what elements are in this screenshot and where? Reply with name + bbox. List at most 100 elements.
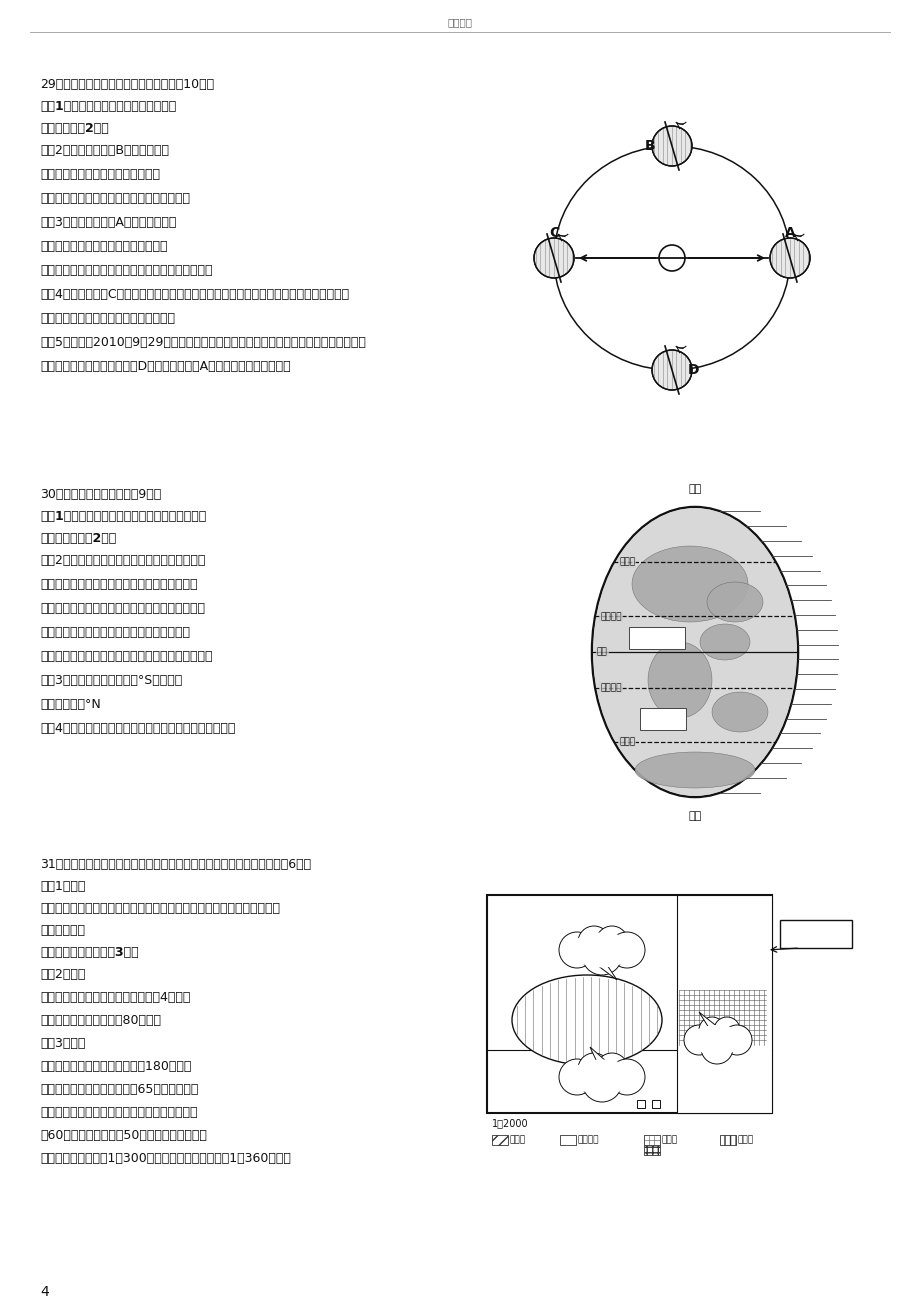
Text: 学生公寓: 学生公寓 bbox=[802, 930, 828, 939]
Text: 4: 4 bbox=[40, 1285, 49, 1299]
Circle shape bbox=[769, 238, 809, 279]
Text: B: B bbox=[644, 139, 654, 154]
Text: A: A bbox=[784, 227, 795, 240]
Bar bbox=[652, 1100, 659, 1108]
Text: 则两楼的实地距离应为＿80＿米。: 则两楼的实地距离应为＿80＿米。 bbox=[40, 1014, 161, 1027]
Text: 地球表面划分为五个带，五带中，地面获得太阳: 地球表面划分为五个带，五带中，地面获得太阳 bbox=[40, 578, 198, 591]
Circle shape bbox=[721, 1025, 751, 1055]
Text: （3）南回归线的纬度是＿°S；北极圈: （3）南回归线的纬度是＿°S；北极圈 bbox=[40, 674, 182, 687]
Text: 教学楼: 教学楼 bbox=[593, 1072, 610, 1082]
Bar bbox=[779, 921, 851, 948]
Text: （2）计算: （2）计算 bbox=[40, 967, 85, 980]
Bar bbox=[486, 894, 771, 1113]
Circle shape bbox=[596, 926, 628, 958]
Polygon shape bbox=[589, 1047, 607, 1062]
Text: 1：2000: 1：2000 bbox=[492, 1118, 528, 1128]
Circle shape bbox=[608, 1059, 644, 1095]
Text: 31．请你参加某中学地理兴趣小组开展的校园规划活动，完成下列要求（6分）: 31．请你参加某中学地理兴趣小组开展的校园规划活动，完成下列要求（6分） bbox=[40, 858, 311, 871]
Text: 将平面图绘制完整。（3分）: 将平面图绘制完整。（3分） bbox=[40, 947, 139, 960]
Bar bbox=[492, 1135, 507, 1144]
Polygon shape bbox=[698, 1012, 719, 1029]
Text: 赤道: 赤道 bbox=[596, 647, 607, 656]
Circle shape bbox=[582, 935, 621, 975]
Text: ＿＿温带＿＿＿，有极昼和极夜的是＿＿寒带＿＿。: ＿＿温带＿＿＿，有极昼和极夜的是＿＿寒带＿＿。 bbox=[40, 650, 212, 663]
Text: 北极圈: 北极圈 bbox=[618, 557, 635, 566]
Text: （3）当地球公转到A位置时，南极圈: （3）当地球公转到A位置时，南极圈 bbox=[40, 216, 176, 229]
Circle shape bbox=[683, 1025, 713, 1055]
Text: 北极: 北极 bbox=[687, 484, 701, 493]
Text: 南极圈: 南极圈 bbox=[618, 737, 635, 746]
Text: 如图所示，教学楼位于运动场南北两侧，学生公寓位于科技楼的北面。: 如图所示，教学楼位于运动场南北两侧，学生公寓位于科技楼的北面。 bbox=[40, 902, 279, 915]
Polygon shape bbox=[596, 965, 617, 980]
Text: 已知校园计划扩建到长宽各为180米的规: 已知校园计划扩建到长宽各为180米的规 bbox=[40, 1060, 191, 1073]
Bar bbox=[643, 1135, 659, 1144]
Circle shape bbox=[582, 1062, 621, 1101]
Text: 运动场: 运动场 bbox=[576, 1016, 596, 1025]
Circle shape bbox=[596, 1053, 628, 1085]
Circle shape bbox=[652, 126, 691, 165]
Text: 直射在＿赤道＿＿上，这一天全球各: 直射在＿赤道＿＿上，这一天全球各 bbox=[40, 168, 160, 181]
Ellipse shape bbox=[699, 624, 749, 660]
Text: 南回归线: 南回归线 bbox=[599, 684, 621, 693]
Bar bbox=[628, 626, 684, 648]
Text: 29．读地球公转示意图，回答下列问题（10分）: 29．读地球公转示意图，回答下列问题（10分） bbox=[40, 78, 214, 91]
Text: 画一张校园规划图，规定所画图的长宽最大不超: 画一张校园规划图，规定所画图的长宽最大不超 bbox=[40, 1105, 198, 1118]
Ellipse shape bbox=[631, 546, 747, 622]
Text: 热量最多的是＿＿热带＿＿，没有太阳直射，也没: 热量最多的是＿＿热带＿＿，没有太阳直射，也没 bbox=[40, 602, 205, 615]
Text: 北回归线: 北回归线 bbox=[599, 612, 621, 621]
Bar bbox=[636, 1100, 644, 1108]
Text: 例尺最大不得超过＿1：300＿＿，最小不得小于＿＿1：360＿＿。: 例尺最大不得超过＿1：300＿＿，最小不得小于＿＿1：360＿＿。 bbox=[40, 1152, 290, 1165]
Text: 南极: 南极 bbox=[687, 811, 701, 822]
Bar bbox=[720, 1135, 735, 1144]
Ellipse shape bbox=[569, 932, 634, 967]
Circle shape bbox=[700, 1032, 732, 1064]
Text: 百度文库: 百度文库 bbox=[447, 17, 472, 27]
Ellipse shape bbox=[706, 582, 762, 622]
Text: 校门: 校门 bbox=[643, 1087, 653, 1096]
Text: （1）绘图: （1）绘图 bbox=[40, 880, 85, 893]
Ellipse shape bbox=[591, 506, 797, 797]
Circle shape bbox=[577, 926, 609, 958]
Bar bbox=[639, 708, 685, 730]
Text: C: C bbox=[549, 227, 559, 240]
Text: 30．读地球五带图，回答（9分）: 30．读地球五带图，回答（9分） bbox=[40, 488, 161, 501]
Text: 的纬度是＿＿°N: 的纬度是＿＿°N bbox=[40, 698, 101, 711]
Circle shape bbox=[658, 245, 685, 271]
Text: （2）当地球公转到B位置时，阳光: （2）当地球公转到B位置时，阳光 bbox=[40, 145, 169, 158]
Bar bbox=[560, 1135, 575, 1144]
Circle shape bbox=[698, 1017, 724, 1043]
Text: 转的方向。（2分）: 转的方向。（2分） bbox=[40, 122, 108, 135]
Text: 地昼夜长短情况是＿昼夜平分＿＿＿＿＿＿。: 地昼夜长短情况是＿昼夜平分＿＿＿＿＿＿。 bbox=[40, 191, 190, 204]
Text: 轨道上运行的地点位于图中＿D＿＿＿点与＿＿A＿＿点之间（填字母）。: 轨道上运行的地点位于图中＿D＿＿＿点与＿＿A＿＿点之间（填字母）。 bbox=[40, 359, 290, 372]
Text: （3）设计: （3）设计 bbox=[40, 1036, 85, 1049]
Text: （2）人们根据太阳热量在地表的分布状况，把: （2）人们根据太阳热量在地表的分布状况，把 bbox=[40, 553, 205, 566]
Text: 过60厘米，最小不小于50厘米，则所适用的比: 过60厘米，最小不小于50厘米，则所适用的比 bbox=[40, 1129, 207, 1142]
Ellipse shape bbox=[634, 753, 754, 788]
Text: （1）在图中正确的位置上填写五带中热带和南: （1）在图中正确的位置上填写五带中热带和南 bbox=[40, 510, 206, 523]
Text: 温带的名称。（2分）: 温带的名称。（2分） bbox=[40, 533, 116, 546]
Circle shape bbox=[713, 1017, 739, 1043]
Text: 量得图中南北两幢教学楼的距离为4厘米，: 量得图中南北两幢教学楼的距离为4厘米， bbox=[40, 991, 190, 1004]
Text: 有极昼和极夜，只有太阳斜射和四季分明的是: 有极昼和极夜，只有太阳斜射和四季分明的是 bbox=[40, 626, 190, 639]
Circle shape bbox=[533, 238, 573, 279]
Text: 的热量比南半球＿＿多＿＿（多或少）。: 的热量比南半球＿＿多＿＿（多或少）。 bbox=[40, 312, 175, 326]
Ellipse shape bbox=[512, 975, 662, 1065]
Circle shape bbox=[577, 1053, 609, 1085]
Circle shape bbox=[652, 350, 691, 391]
Text: （4）当地球处于C点位置时，我们把这一天叫做＿夏至＿＿日（节气），北半球得到太阳: （4）当地球处于C点位置时，我们把这一天叫做＿夏至＿＿日（节气），北半球得到太阳 bbox=[40, 288, 348, 301]
Circle shape bbox=[559, 932, 595, 967]
Text: （4）北回归线是＿热＿＿带和＿温＿＿＿带的分界线。: （4）北回归线是＿热＿＿带和＿温＿＿＿带的分界线。 bbox=[40, 723, 235, 736]
Text: D: D bbox=[687, 363, 699, 378]
Ellipse shape bbox=[711, 691, 767, 732]
Bar bbox=[643, 1144, 659, 1155]
Text: 科技楼: 科技楼 bbox=[662, 1135, 677, 1144]
Text: 田径场: 田径场 bbox=[737, 1135, 754, 1144]
Text: （5）今天是2010年9月29日，我们正在进行上中学以来的第一次月考，此时地球在公转: （5）今天是2010年9月29日，我们正在进行上中学以来的第一次月考，此时地球在… bbox=[40, 336, 366, 349]
Ellipse shape bbox=[688, 1025, 743, 1055]
Circle shape bbox=[608, 932, 644, 967]
Text: 请你按照图例: 请你按照图例 bbox=[40, 924, 85, 937]
Ellipse shape bbox=[569, 1060, 634, 1095]
Text: 模，要求每位同学在长宽各为65厘米的纸张上: 模，要求每位同学在长宽各为65厘米的纸张上 bbox=[40, 1083, 199, 1096]
Text: 科技楼: 科技楼 bbox=[708, 1035, 725, 1046]
Ellipse shape bbox=[593, 508, 796, 796]
